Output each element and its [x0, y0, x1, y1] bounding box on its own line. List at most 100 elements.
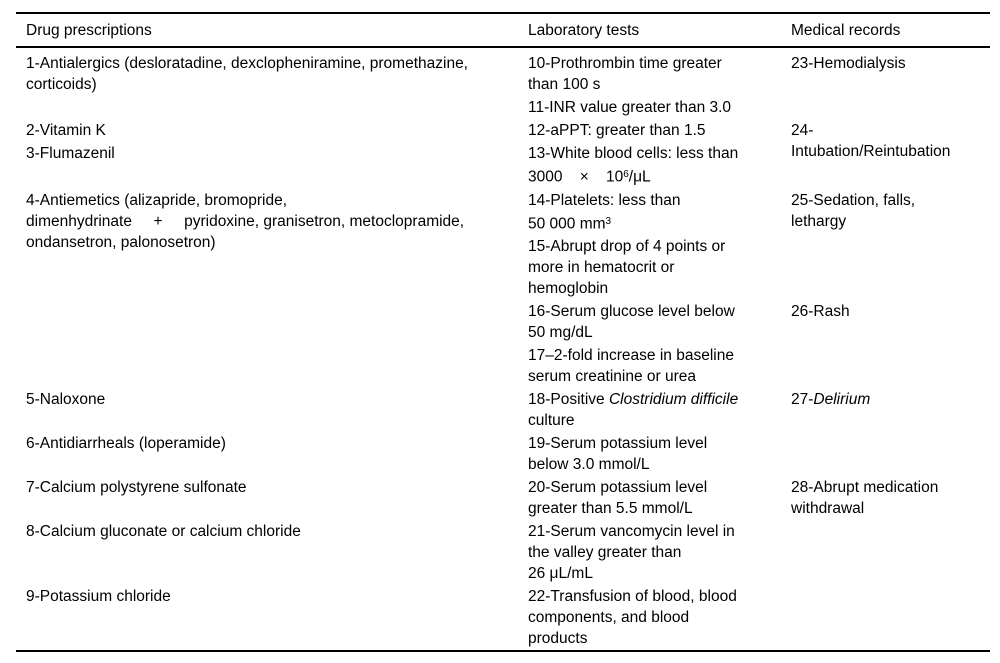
cell-lab: 14-Platelets: less than 50 000 mm3 15-Abru… — [518, 189, 781, 301]
cell-lab: 19-Serum potassium level below 3.0 mmol/L — [518, 432, 781, 476]
list-item: 4-Antiemetics (alizapride, bromopride, di… — [26, 190, 514, 253]
list-item: 21-Serum vancomycin level in the valley g… — [528, 521, 777, 584]
list-item: 27-Delirium — [791, 389, 986, 410]
cell-med: 27-Delirium — [781, 388, 990, 432]
list-item: 20-Serum potassium level greater than 5.5… — [528, 477, 777, 519]
cell-med — [781, 520, 990, 585]
text-line: components, and blood — [528, 607, 777, 628]
text-segment: 3-Flumazenil — [26, 145, 115, 162]
text-line: 21-Serum vancomycin level in — [528, 521, 777, 542]
table-row: 8-Calcium gluconate or calcium chloride 2… — [16, 520, 990, 585]
text-line: 20-Serum potassium level — [528, 477, 777, 498]
text-line: 7-Calcium polystyrene sulfonate — [26, 477, 514, 498]
text-line: 19-Serum potassium level — [528, 433, 777, 454]
table-container: Drug prescriptions Laboratory tests Medica… — [16, 12, 990, 652]
cell-lab: 18-Positive Clostridium difficile culture — [518, 388, 781, 432]
cell-lab: 20-Serum potassium level greater than 5.5… — [518, 476, 781, 520]
table-body: 1-Antialergics (desloratadine, dexclophe… — [16, 47, 990, 651]
cell-med: 28-Abrupt medication withdrawal — [781, 476, 990, 520]
text-segment: 18-Positive — [528, 391, 609, 408]
text-line: 50 mg/dL — [528, 322, 777, 343]
text-line: culture — [528, 410, 777, 431]
text-segment: ondansetron, palonosetron) — [26, 233, 216, 251]
text-line: 9-Potassium chloride — [26, 586, 514, 607]
cell-lab: 22-Transfusion of blood, blood components… — [518, 585, 781, 651]
text-segment: the valley greater than — [528, 544, 682, 561]
table-row: 1-Antialergics (desloratadine, dexclophe… — [16, 47, 990, 119]
text-segment: hemoglobin — [528, 280, 609, 297]
text-line: 5-Naloxone — [26, 389, 514, 410]
list-item: 12-aPPT: greater than 1.5 — [528, 120, 777, 141]
text-segment: 6-Antidiarrheals (loperamide) — [26, 435, 226, 452]
cell-drug: 6-Antidiarrheals (loperamide) — [16, 432, 518, 476]
cell-drug: 2-Vitamin K 3-Flumazenil — [16, 119, 518, 189]
text-segment: 16-Serum glucose level below — [528, 303, 735, 320]
text-segment: 7-Calcium polystyrene sulfonate — [26, 479, 247, 496]
text-line: 16-Serum glucose level below — [528, 301, 777, 322]
text-segment: 13-White blood cells: less than — [528, 145, 739, 162]
table-row: 16-Serum glucose level below 50 mg/dL 17–2… — [16, 300, 990, 388]
list-item: 10-Prothrombin time greater than 100 s — [528, 53, 777, 95]
text-segment: more in hematocrit or — [528, 259, 675, 276]
text-segment: than 100 s — [528, 76, 601, 93]
italic-text: Clostridium difficile — [608, 391, 739, 408]
text-segment: 12-aPPT: greater than 1.5 — [528, 122, 706, 139]
text-segment: 15-Abrupt drop of 4 points or — [528, 238, 726, 255]
table-row: 6-Antidiarrheals (loperamide) 19-Serum po… — [16, 432, 990, 476]
table-row: 4-Antiemetics (alizapride, bromopride, di… — [16, 189, 990, 301]
text-line: 6-Antidiarrheals (loperamide) — [26, 433, 514, 454]
text-segment: /μL — [628, 168, 651, 186]
list-item: 28-Abrupt medication withdrawal — [791, 477, 986, 519]
text-segment: 19-Serum potassium level — [528, 435, 708, 452]
text-line: lethargy — [791, 211, 986, 232]
list-item: 18-Positive Clostridium difficile culture — [528, 389, 777, 431]
column-header-lab: Laboratory tests — [518, 13, 781, 48]
text-line: 23-Hemodialysis — [791, 53, 986, 74]
text-line: 8-Calcium gluconate or calcium chloride — [26, 521, 514, 542]
list-item: 2-Vitamin K — [26, 120, 514, 141]
list-item: 3-Flumazenil — [26, 143, 514, 164]
text-line: than 100 s — [528, 74, 777, 95]
table-row: 2-Vitamin K 3-Flumazenil 12-aPPT: greater … — [16, 119, 990, 189]
text-line: 22-Transfusion of blood, blood — [528, 586, 777, 607]
text-line: 50 000 mm3 — [528, 211, 777, 235]
text-segment: 17–2-fold increase in baseline — [528, 347, 734, 364]
table-row: 5-Naloxone 18-Positive Clostridium diffic… — [16, 388, 990, 432]
list-item: 5-Naloxone — [26, 389, 514, 410]
text-segment: 21-Serum vancomycin level in — [528, 523, 735, 540]
text-line: 2-Vitamin K — [26, 120, 514, 141]
text-segment: below 3.0 mmol/L — [528, 456, 650, 473]
text-line: withdrawal — [791, 498, 986, 519]
text-line: greater than 5.5 mmol/L — [528, 498, 777, 519]
text-segment: 23-Hemodialysis — [791, 55, 906, 72]
text-segment: dimenhydrinate + pyridoxine, granisetron… — [26, 212, 465, 230]
list-item: 8-Calcium gluconate or calcium chloride — [26, 521, 514, 542]
list-item: 1-Antialergics (desloratadine, dexclophe… — [26, 53, 514, 95]
cell-med: 24- Intubation/Reintubation — [781, 119, 990, 189]
list-item: 16-Serum glucose level below 50 mg/dL — [528, 301, 777, 343]
text-segment: 26-Rash — [791, 303, 850, 320]
cell-lab: 21-Serum vancomycin level in the valley g… — [518, 520, 781, 585]
text-line: 12-aPPT: greater than 1.5 — [528, 120, 777, 141]
superscript-text: 3 — [605, 215, 612, 227]
list-item: 17–2-fold increase in baseline serum crea… — [528, 345, 777, 387]
list-item: 23-Hemodialysis — [791, 53, 986, 74]
text-segment: 25-Sedation, falls, — [791, 191, 916, 209]
cell-drug: 9-Potassium chloride — [16, 585, 518, 651]
cell-drug: 5-Naloxone — [16, 388, 518, 432]
text-segment: 50 mg/dL — [528, 324, 593, 341]
cell-med: 26-Rash — [781, 300, 990, 388]
list-item: 19-Serum potassium level below 3.0 mmol/L — [528, 433, 777, 475]
list-item: 9-Potassium chloride — [26, 586, 514, 607]
text-segment: 20-Serum potassium level — [528, 479, 708, 496]
list-item: 14-Platelets: less than 50 000 mm3 — [528, 190, 777, 235]
text-segment: 3000 × 10 — [528, 168, 624, 186]
text-segment: 27- — [791, 391, 814, 408]
list-item: 26-Rash — [791, 301, 986, 322]
list-item: 24- Intubation/Reintubation — [791, 120, 986, 162]
text-line: 26 μL/mL — [528, 563, 777, 584]
cell-lab: 12-aPPT: greater than 1.5 13-White blood … — [518, 119, 781, 189]
text-line: ondansetron, palonosetron) — [26, 232, 514, 253]
text-line: 1-Antialergics (desloratadine, dexclophe… — [26, 53, 514, 74]
